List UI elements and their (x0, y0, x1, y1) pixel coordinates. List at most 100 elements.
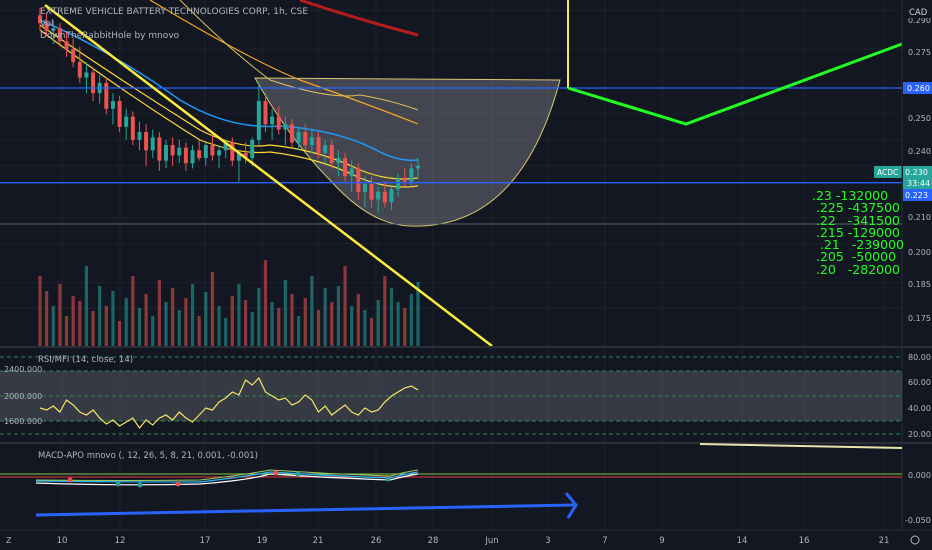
volume-bar (137, 308, 142, 346)
volume-bar (171, 288, 175, 346)
candle-body (323, 145, 328, 153)
ma-orange-line (149, 0, 419, 125)
volume-bar (389, 288, 394, 346)
volume-bar (277, 308, 281, 346)
candle-body (416, 165, 420, 169)
volume-bar (124, 298, 128, 346)
candle-body (104, 82, 109, 109)
candle-body (236, 152, 241, 161)
volume-bar (45, 291, 49, 346)
time-tick: 19 (257, 536, 268, 546)
volume-bar (91, 311, 95, 346)
volume-bar (184, 298, 188, 346)
candle-body (409, 168, 414, 182)
volume-bar (111, 291, 115, 346)
volume-bar (64, 316, 69, 346)
macd-right-tick: 0.000 (908, 471, 931, 480)
macd-cross-dot (115, 481, 121, 487)
candle-body (137, 132, 142, 140)
candle-body (130, 116, 135, 140)
candle-body (110, 100, 115, 109)
time-tick: 9 (659, 536, 664, 546)
rsi-right-tick: 60.00 (908, 378, 931, 387)
order-line: .225 -437500 (812, 200, 901, 216)
volume-bar (190, 284, 195, 346)
price-tick: 0.275 (908, 48, 931, 57)
volume-bar (330, 302, 334, 346)
rsi-extension-line (699, 443, 903, 449)
candle-body (336, 158, 341, 164)
volume-bar (369, 318, 374, 346)
candle-body (362, 184, 367, 192)
order-line: .215 -129000 (812, 224, 901, 240)
order-line: .22 -341500 (812, 212, 901, 228)
candle-body (71, 49, 76, 63)
price-tick: 0.240 (908, 147, 931, 156)
candle-body (38, 15, 42, 24)
price-label-260: 0.260 (907, 84, 930, 93)
volume-bar (303, 298, 307, 346)
volume-bar (38, 276, 42, 346)
candle-body (256, 100, 261, 140)
volume-bar (336, 286, 341, 346)
price-tick: 0.210 (908, 213, 931, 222)
candle-body (349, 168, 354, 177)
candle-body (243, 152, 248, 159)
candle-body (329, 145, 334, 164)
candle-body (283, 124, 288, 130)
volume-bar (164, 302, 168, 346)
price-tick: 0.200 (908, 248, 931, 257)
cup-pattern-shape (254, 77, 561, 227)
volume-bar (383, 276, 387, 346)
candle-body (170, 145, 175, 156)
candle-body (164, 145, 168, 161)
time-axis-bg (0, 530, 932, 550)
volume-bar (363, 310, 367, 346)
candle-body (402, 178, 407, 182)
volume-bar (151, 316, 155, 346)
candle-body (203, 145, 208, 159)
countdown-label: 33:44 (907, 179, 930, 188)
candle-body (263, 100, 268, 125)
candle-body (270, 116, 275, 125)
candle-body (210, 145, 215, 156)
volume-bar (343, 266, 347, 346)
candle-body (396, 178, 401, 190)
price-tick: 0.250 (908, 114, 931, 123)
volume-bar (58, 284, 62, 346)
candle-body (217, 150, 222, 156)
volume-bar (71, 296, 75, 346)
price-tick: 0.175 (908, 314, 931, 323)
volume-bar (224, 318, 228, 346)
volume-bar (243, 300, 248, 346)
candle-body (250, 139, 255, 159)
macd-signal-line (35, 471, 419, 483)
candle-body (316, 137, 321, 153)
symbol-title: EXTREME VEHICLE BATTERY TECHNOLOGIES COR… (40, 7, 309, 17)
last-price-box (903, 166, 932, 189)
candle-body (157, 137, 162, 161)
macd-cross-dot (295, 471, 301, 477)
tool-icon: Z (6, 536, 12, 545)
symbol-label-box (874, 166, 902, 178)
downtrend-line (44, 4, 493, 347)
macd-cross-dot (67, 477, 73, 483)
time-tick: 3 (545, 536, 550, 546)
macd-arrow-head (564, 492, 578, 519)
macd-right-tick: -0.050 (905, 516, 931, 525)
rsi-right-tick: 80.00 (908, 353, 931, 362)
volume-bar (376, 300, 380, 346)
time-tick: 21 (313, 536, 324, 546)
candle-body (276, 116, 281, 130)
ma-yellow-line-2 (39, 29, 419, 188)
last-price-label: 0.230 (905, 168, 928, 177)
rsi-left-tick: 2000.000 (4, 392, 42, 401)
order-line: .205 -50000 (812, 249, 897, 265)
volume-bar (350, 306, 354, 346)
volume-bar (403, 308, 407, 346)
candle-body (303, 132, 308, 146)
candle-body (183, 147, 188, 164)
candle-body (223, 142, 228, 151)
candle-body (369, 184, 374, 200)
